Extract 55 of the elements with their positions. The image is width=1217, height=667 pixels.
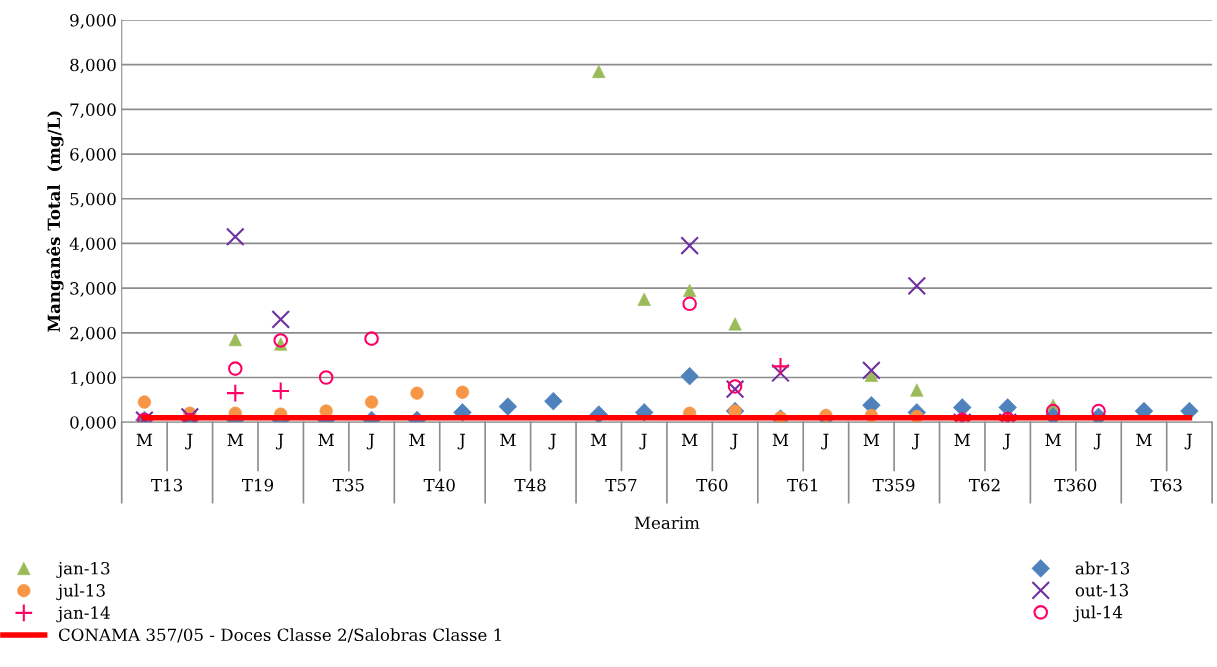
legend-label: jan-14: [56, 606, 110, 623]
y-tick-label: 1,000: [71, 371, 116, 387]
text: T19: [242, 478, 274, 492]
legend-label: jan-13: [56, 561, 110, 578]
y-tick-label: 6,000: [70, 148, 116, 163]
x-tick-label: M: [227, 433, 243, 446]
x-tick-label: J: [366, 433, 375, 450]
x-tick-label: J: [912, 433, 920, 450]
x-tick-label: M: [591, 433, 607, 446]
x-axis-title: Mearim: [634, 516, 700, 530]
x-tick-label: M: [500, 433, 516, 446]
y-tick-label: 3,000: [70, 282, 116, 297]
text: T35: [332, 478, 364, 492]
y-tick-label: 2,000: [70, 326, 116, 342]
y-tick-label: 5,000: [70, 192, 116, 208]
y-tick-label: 4,000: [69, 237, 116, 253]
y-tick-label: 0,000: [70, 416, 116, 431]
legend-label: abr-13: [1075, 561, 1130, 575]
text: T62: [968, 478, 1000, 492]
x-tick-label: M: [136, 433, 153, 446]
text: T359: [872, 478, 915, 492]
x-tick-label: M: [1045, 433, 1061, 446]
text: T63: [1150, 478, 1182, 492]
x-tick-label: J: [548, 433, 556, 450]
y-tick-label: 7,000: [70, 103, 116, 118]
x-tick-label: M: [863, 433, 880, 446]
y-tick-label: 8,000: [70, 58, 116, 74]
legend-label: out-13: [1075, 583, 1128, 597]
text: T40: [423, 478, 455, 492]
x-tick-label: J: [821, 433, 829, 450]
x-tick-label: M: [681, 433, 698, 446]
x-tick-label: M: [409, 433, 425, 446]
text: T61: [787, 478, 818, 492]
text: T13: [151, 478, 183, 492]
x-tick-label: M: [318, 433, 334, 446]
x-tick-label: J: [1184, 433, 1192, 450]
x-tick-label: M: [954, 433, 970, 446]
x-tick-label: J: [457, 433, 466, 450]
x-tick-label: J: [639, 433, 647, 450]
legend-label: jul-14: [1073, 605, 1123, 622]
text: T360: [1054, 478, 1097, 492]
x-tick-label: M: [1136, 433, 1152, 446]
x-tick-label: M: [772, 433, 789, 446]
y-axis-title: Manganês Total (mg/L): [46, 111, 64, 332]
x-tick-label: J: [1002, 433, 1011, 450]
x-tick-label: J: [730, 433, 738, 450]
text: T48: [514, 478, 546, 492]
legend-label: jul-13: [56, 583, 105, 601]
y-tick-label: 9,000: [70, 13, 116, 29]
x-tick-label: J: [275, 433, 284, 450]
x-tick-label: J: [1093, 433, 1102, 450]
x-tick-label: J: [185, 433, 193, 450]
text: T60: [696, 478, 728, 492]
legend-label: CONAMA 357/05 - Doces Classe 2/Salobras Classe 1: [58, 628, 501, 643]
text: T57: [605, 479, 637, 492]
